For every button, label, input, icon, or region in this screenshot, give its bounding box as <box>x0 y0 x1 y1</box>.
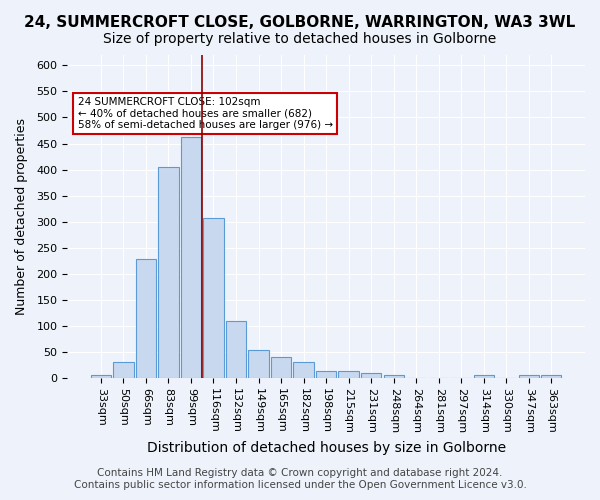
Text: Size of property relative to detached houses in Golborne: Size of property relative to detached ho… <box>103 32 497 46</box>
Text: Contains HM Land Registry data © Crown copyright and database right 2024.
Contai: Contains HM Land Registry data © Crown c… <box>74 468 526 490</box>
Bar <box>361 372 381 378</box>
Bar <box>541 375 562 378</box>
Bar <box>316 370 336 378</box>
Bar <box>248 350 269 378</box>
Bar <box>181 138 201 378</box>
Bar <box>293 362 314 378</box>
Bar <box>338 370 359 378</box>
Bar <box>383 375 404 378</box>
Bar <box>113 362 134 378</box>
Bar <box>158 168 179 378</box>
Text: 24, SUMMERCROFT CLOSE, GOLBORNE, WARRINGTON, WA3 3WL: 24, SUMMERCROFT CLOSE, GOLBORNE, WARRING… <box>25 15 575 30</box>
Bar <box>226 320 246 378</box>
Bar <box>518 375 539 378</box>
Text: 24 SUMMERCROFT CLOSE: 102sqm
← 40% of detached houses are smaller (682)
58% of s: 24 SUMMERCROFT CLOSE: 102sqm ← 40% of de… <box>77 97 332 130</box>
Bar <box>136 259 156 378</box>
Bar <box>473 375 494 378</box>
X-axis label: Distribution of detached houses by size in Golborne: Distribution of detached houses by size … <box>146 441 506 455</box>
Y-axis label: Number of detached properties: Number of detached properties <box>15 118 28 315</box>
Bar <box>271 357 291 378</box>
Bar <box>91 375 111 378</box>
Bar <box>203 218 224 378</box>
